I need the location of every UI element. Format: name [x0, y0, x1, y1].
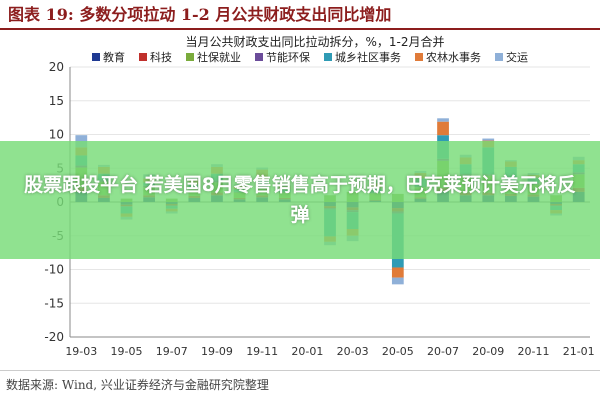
- x-tick-label: 20-09: [472, 345, 504, 358]
- chart-title: 当月公共财政支出同比拉动拆分，%，1-2月合并: [185, 34, 444, 49]
- bar-segment: [437, 121, 449, 136]
- y-tick-label: -15: [44, 296, 64, 310]
- legend-label: 社保就业: [197, 50, 241, 64]
- legend-label: 交运: [506, 50, 528, 64]
- bar-segment: [482, 138, 495, 141]
- x-tick-label: 19-09: [201, 345, 233, 358]
- y-tick-label: -10: [44, 263, 64, 277]
- legend-label: 城乡社区事务: [335, 50, 401, 64]
- x-tick-label: 19-11: [246, 345, 278, 358]
- y-tick-label: 15: [49, 94, 64, 108]
- x-tick-label: 20-11: [517, 345, 549, 358]
- x-tick-label: 20-05: [382, 345, 414, 358]
- data-source-note: 数据来源: Wind, 兴业证券经济与金融研究院整理: [0, 370, 600, 400]
- legend-swatch: [255, 53, 263, 61]
- legend-swatch: [495, 53, 503, 61]
- legend-label: 教育: [103, 50, 125, 64]
- bar-segment: [437, 118, 449, 122]
- x-tick-label: 19-05: [111, 345, 143, 358]
- y-tick-label: -20: [44, 330, 64, 344]
- legend: 教育 科技 社保就业 节能环保 城乡社区事务 农林水事务 交运: [92, 50, 528, 64]
- x-tick-label: 19-07: [156, 345, 188, 358]
- y-tick-label: 10: [49, 128, 64, 142]
- promo-banner[interactable]: 股票跟投平台 若美国8月零售销售高于预期，巴克莱预计美元将反弹: [0, 141, 600, 259]
- y-tick-label: 20: [49, 60, 64, 74]
- x-tick-label: 20-01: [291, 345, 323, 358]
- x-tick-label: 20-03: [337, 345, 369, 358]
- legend-swatch: [415, 53, 423, 61]
- x-axis: 19-03 19-05 19-07 19-09 19-11 20-01 20-03 20-05…: [65, 336, 595, 358]
- x-tick-label: 19-03: [65, 345, 97, 358]
- figure-title: 图表 19: 多数分项拉动 1-2 月公共财政支出同比增加: [0, 0, 600, 30]
- legend-swatch: [92, 53, 100, 61]
- legend-swatch: [139, 53, 147, 61]
- promo-banner-text: 股票跟投平台 若美国8月零售销售高于预期，巴克莱预计美元将反弹: [24, 174, 576, 226]
- legend-label: 农林水事务: [426, 50, 481, 64]
- legend-label: 节能环保: [266, 50, 310, 64]
- bar-segment: [391, 267, 404, 278]
- legend-swatch: [186, 53, 194, 61]
- legend-swatch: [324, 53, 332, 61]
- legend-label: 科技: [150, 50, 172, 64]
- x-tick-label: 21-01: [563, 345, 595, 358]
- x-tick-label: 20-07: [427, 345, 459, 358]
- bar-segment: [391, 277, 404, 285]
